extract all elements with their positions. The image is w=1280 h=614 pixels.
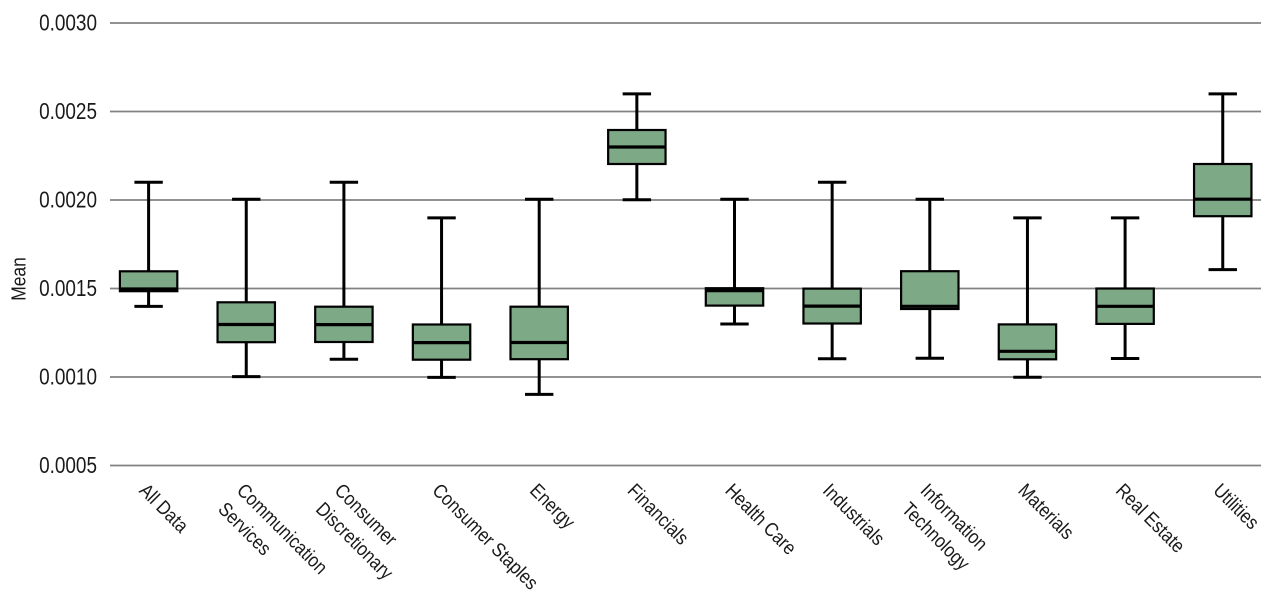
svg-text:Mean: Mean — [8, 257, 31, 301]
svg-text:0.0015: 0.0015 — [39, 277, 97, 302]
svg-text:0.0025: 0.0025 — [39, 100, 97, 125]
svg-text:0.0020: 0.0020 — [39, 188, 97, 213]
svg-text:0.0010: 0.0010 — [39, 365, 97, 390]
svg-text:0.0005: 0.0005 — [39, 454, 97, 479]
svg-text:0.0030: 0.0030 — [39, 11, 97, 36]
